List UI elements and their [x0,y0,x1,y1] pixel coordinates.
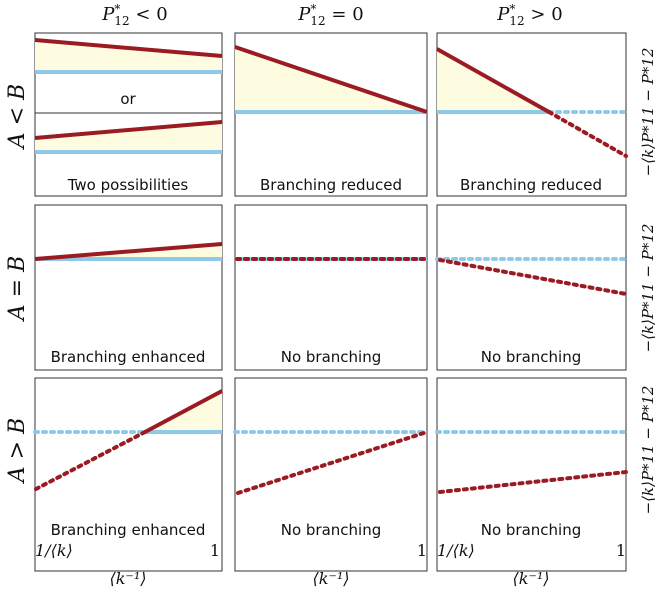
red-curve [144,389,223,434]
region-fill [35,122,222,152]
red-dotted-curve [236,430,429,495]
red-dotted-curve [438,470,628,494]
panel-r2-c3: No branching [435,204,628,371]
column-header-neg: P* 12 < 0 [101,2,167,28]
panel-caption: No branching [481,521,582,539]
red-dotted-curve [438,258,628,296]
panel-caption: Branching reduced [260,176,402,194]
column-header-pos: P* 12 > 0 [496,2,562,28]
x-tick-right-c3: 1 [616,541,626,560]
x-tick-left-c1: 1/⟨k⟩ [35,541,73,560]
right-axis-label-row3: −⟨k⟩P*11 − P*12 [639,386,657,515]
x-axis-label-c2: ⟨k⁻¹⟩ [312,569,349,588]
panel-r1-c1: or Two possibilities [34,32,223,197]
panel-r1-c2: Branching reduced [234,32,428,197]
panel-caption: No branching [281,521,382,539]
x-tick-left-c2: 1 [417,541,427,560]
panel-caption: Branching enhanced [51,521,206,539]
red-curve [234,45,428,114]
red-curve [34,120,223,140]
x-tick-left-c3: 1/⟨k⟩ [437,541,475,560]
x-tick-right-c1: 1 [210,541,220,560]
row-label-a-greater-b: A > B [5,418,30,484]
panel-caption: Two possibilities [67,176,189,194]
red-curve [34,38,223,58]
panel-r1-c3: Branching reduced [436,32,628,197]
right-axis-label-row2: −⟨k⟩P*11 − P*12 [639,224,657,353]
panel-r2-c1: Branching enhanced [34,204,223,371]
red-curve [34,242,223,261]
panel-caption: Branching reduced [460,176,602,194]
panel-r3-c1: Branching enhanced [33,377,223,572]
panel-r2-c2: No branching [234,204,429,371]
red-dotted-curve [34,430,147,491]
panel-caption: No branching [481,348,582,366]
panel-caption: Branching enhanced [51,348,206,366]
red-dotted-extension [547,110,628,158]
region-fill [35,39,222,72]
panel-r3-c3: No branching [435,377,628,572]
panel-caption: No branching [281,348,382,366]
x-axis-label-c3: ⟨k⁻¹⟩ [512,569,549,588]
row-label-a-less-b: A < B [5,84,30,150]
right-axis-label-row1: −⟨k⟩P*11 − P*12 [639,48,657,177]
or-label: or [120,90,136,108]
panel-r3-c2: No branching [233,377,429,572]
red-curve [436,47,550,114]
column-header-zero: P* 12 = 0 [297,2,363,28]
row-label-a-equal-b: A = B [5,256,30,322]
x-axis-label-c1: ⟨k⁻¹⟩ [109,569,146,588]
